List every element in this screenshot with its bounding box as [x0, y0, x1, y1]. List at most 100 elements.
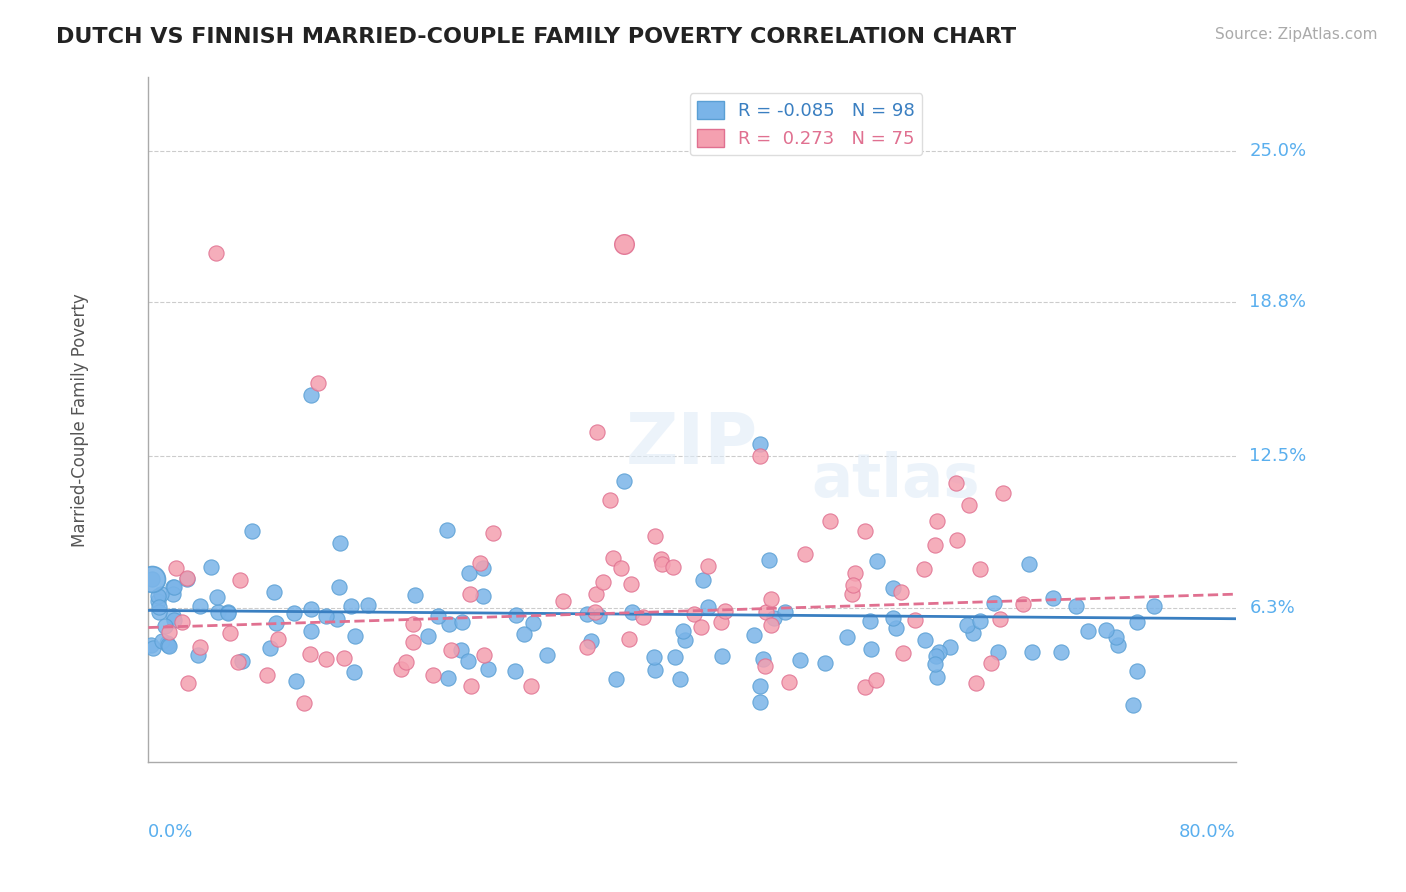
Point [460, 587, 482, 601]
Point [522, 615, 544, 630]
Point [662, 559, 685, 574]
Point [404, 588, 426, 602]
Point [146, 594, 169, 608]
Point [987, 645, 1010, 659]
Point [357, 598, 380, 612]
Point [672, 624, 695, 638]
Text: Married-Couple Family Poverty: Married-Couple Family Poverty [72, 293, 90, 547]
Point [437, 617, 460, 632]
Point [299, 624, 322, 638]
Point [142, 640, 165, 655]
Point [536, 648, 558, 662]
Point [344, 629, 367, 643]
Point [617, 632, 640, 646]
Point [860, 642, 883, 657]
Point [711, 649, 734, 664]
Point [605, 672, 627, 686]
Point [588, 608, 610, 623]
Point [664, 650, 686, 665]
Point [754, 658, 776, 673]
Point [1050, 645, 1073, 659]
Point [914, 633, 936, 648]
Point [326, 612, 349, 626]
Point [450, 643, 472, 657]
Point [924, 657, 946, 672]
Point [177, 676, 200, 690]
Point [468, 556, 491, 570]
Point [882, 611, 904, 625]
Point [1021, 645, 1043, 659]
Point [983, 595, 1005, 609]
Point [395, 655, 418, 669]
Point [969, 562, 991, 576]
Point [190, 640, 212, 655]
Point [946, 533, 969, 548]
Point [1077, 624, 1099, 639]
Point [263, 585, 285, 599]
Point [1107, 638, 1129, 652]
Point [1018, 558, 1040, 572]
Text: 18.8%: 18.8% [1250, 293, 1306, 311]
Point [187, 648, 209, 662]
Point [749, 695, 772, 709]
Point [613, 236, 636, 251]
Point [620, 605, 643, 619]
Point [458, 566, 481, 581]
Point [176, 572, 198, 586]
Point [333, 650, 356, 665]
Point [884, 621, 907, 635]
Point [503, 664, 526, 678]
Point [141, 572, 163, 586]
Point [755, 605, 778, 619]
Point [962, 626, 984, 640]
Point [457, 654, 479, 668]
Point [176, 571, 198, 585]
Point [1095, 624, 1118, 638]
Point [256, 668, 278, 682]
Point [155, 636, 177, 650]
Point [292, 696, 315, 710]
Point [505, 607, 527, 622]
Point [450, 615, 472, 630]
Point [519, 679, 541, 693]
Point [553, 593, 575, 607]
Point [714, 604, 737, 618]
Point [592, 574, 614, 589]
Point [307, 376, 329, 390]
Point [157, 624, 180, 639]
Point [166, 561, 188, 575]
Point [229, 573, 252, 587]
Point [162, 608, 184, 623]
Point [759, 618, 782, 632]
Point [315, 652, 337, 666]
Point [841, 587, 863, 601]
Point [842, 578, 865, 592]
Point [859, 615, 882, 629]
Point [586, 425, 609, 439]
Point [389, 662, 412, 676]
Point [837, 630, 859, 644]
Point [748, 679, 770, 693]
Point [1122, 698, 1144, 712]
Point [481, 525, 503, 540]
Point [513, 627, 536, 641]
Point [422, 667, 444, 681]
Point [602, 550, 624, 565]
Point [153, 619, 176, 633]
Point [315, 609, 337, 624]
Point [758, 553, 780, 567]
Point [865, 673, 887, 688]
Point [148, 605, 170, 619]
Point [683, 607, 706, 621]
Text: 12.5%: 12.5% [1250, 448, 1306, 466]
Text: ZIP: ZIP [626, 409, 758, 479]
Point [148, 599, 170, 614]
Point [904, 613, 927, 627]
Text: 6.3%: 6.3% [1250, 599, 1295, 617]
Point [610, 561, 633, 575]
Point [1064, 599, 1087, 613]
Point [644, 664, 666, 678]
Point [969, 614, 991, 628]
Point [159, 639, 181, 653]
Point [690, 620, 713, 634]
